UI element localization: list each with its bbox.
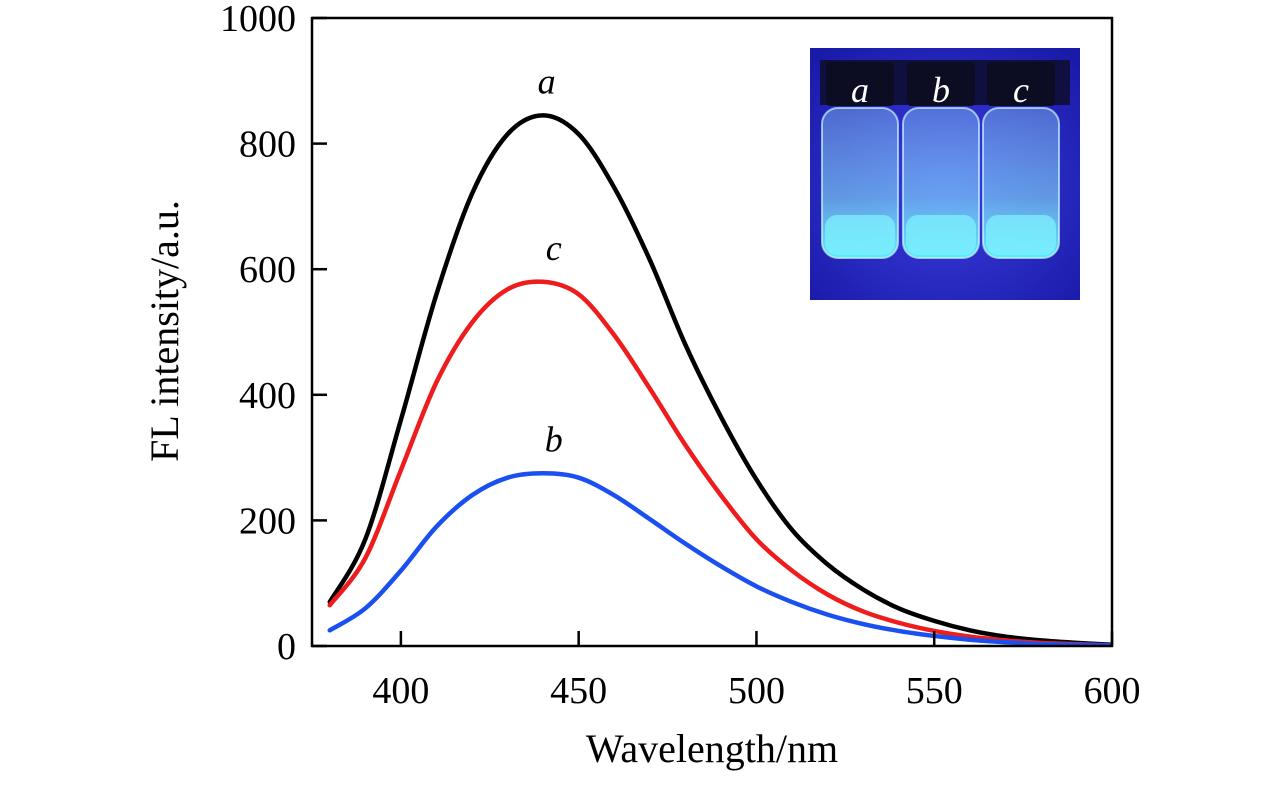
series-line-a [327, 113, 1112, 646]
series-curves [327, 113, 1112, 646]
vial-cap [907, 62, 975, 106]
x-tick-label: 550 [906, 670, 963, 712]
x-tick-label: 600 [1084, 670, 1141, 712]
y-axis-title: FL intensity/a.u. [142, 200, 187, 462]
y-tick-label: 800 [239, 124, 296, 166]
y-tick-label: 0 [277, 626, 296, 668]
y-tick-label: 600 [239, 249, 296, 291]
inset-photo: a b c [810, 48, 1080, 300]
curve-label-b: b [545, 419, 563, 459]
plot-frame [310, 16, 1114, 648]
vial-cap [987, 62, 1055, 106]
inset-label-a: a [851, 70, 869, 110]
vial-glow [906, 215, 976, 255]
x-axis-title: Wavelength/nm [586, 726, 838, 771]
inset-label-c: c [1013, 70, 1029, 110]
x-tick-label: 500 [728, 670, 785, 712]
series-line-c [327, 279, 1112, 646]
x-tick-label: 450 [550, 670, 607, 712]
vial-glow [825, 215, 895, 255]
series-line-b [327, 471, 1112, 646]
x-axis: 400 450 500 550 600 [372, 631, 1141, 712]
curve-label-c: c [546, 228, 562, 268]
vial-cap [826, 62, 894, 106]
y-tick-label: 400 [239, 375, 296, 417]
y-axis: 0 200 400 600 800 1000 [220, 0, 327, 668]
x-tick-label: 400 [372, 670, 429, 712]
y-tick-label: 200 [239, 500, 296, 542]
y-tick-label: 1000 [220, 0, 296, 40]
inset-label-b: b [932, 70, 950, 110]
vial-glow [986, 215, 1056, 255]
curve-label-a: a [538, 61, 556, 101]
curve-annotations: a c b [538, 61, 563, 459]
